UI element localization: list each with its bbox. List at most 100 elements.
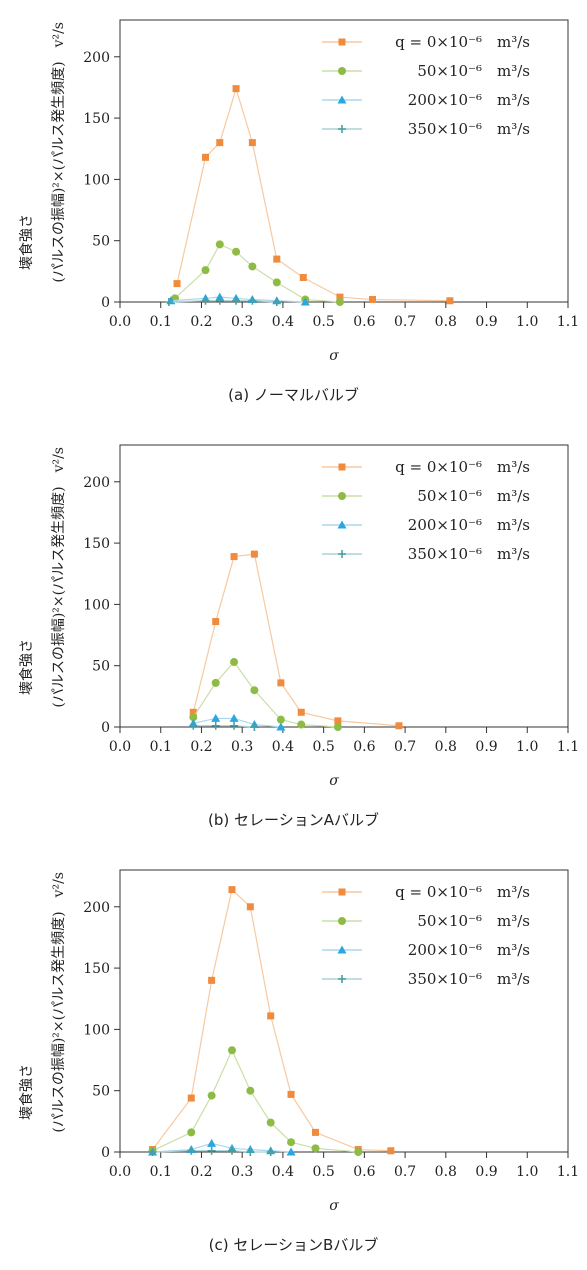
series-0 <box>149 886 395 1155</box>
series-line <box>174 243 340 303</box>
x-tick-label: 0.3 <box>231 739 253 755</box>
data-point <box>334 717 342 725</box>
legend-entry: 350×10⁻⁶ m³/s <box>408 545 530 563</box>
legend-entry: 350×10⁻⁶ m³/s <box>408 970 530 988</box>
data-point <box>311 1144 320 1153</box>
legend-marker <box>338 463 346 471</box>
legend-entry: 200×10⁻⁶ m³/s <box>408 941 530 959</box>
legend-entry: q = 0×10⁻⁶ m³/s <box>395 883 530 901</box>
x-tick-label: 0.1 <box>150 1164 172 1180</box>
series-0 <box>189 550 403 730</box>
data-point <box>215 292 225 301</box>
x-tick-label: 0.0 <box>109 1164 131 1180</box>
y-tick-label: 200 <box>83 50 110 66</box>
data-point <box>395 722 403 730</box>
data-point <box>207 1091 216 1100</box>
legend-marker <box>338 67 346 75</box>
data-point <box>272 298 281 306</box>
data-point <box>189 713 198 722</box>
y-tick-label: 200 <box>83 475 110 491</box>
data-point <box>272 278 281 287</box>
data-point <box>336 293 344 301</box>
data-point <box>230 658 239 667</box>
data-point <box>232 296 241 305</box>
legend-entry: 50×10⁻⁶ m³/s <box>417 62 530 80</box>
data-point <box>387 1147 395 1155</box>
series-line <box>168 300 277 303</box>
data-point <box>229 713 239 722</box>
data-point <box>215 240 224 249</box>
chart-a-svg: 0 50 100 150 200 0.0 0.1 0.2 0.3 0.4 0.5 0.6 0.7 0.8 0… <box>18 19 579 364</box>
y-tick-label: 150 <box>83 961 110 977</box>
x-tick-label: 0.5 <box>313 314 335 330</box>
x-axis-label: σ <box>329 1198 339 1214</box>
y-tick-label: 100 <box>83 597 110 613</box>
legend-marker <box>338 888 346 896</box>
series-line <box>192 553 400 727</box>
legend-entry: 50×10⁻⁶ m³/s <box>417 912 530 930</box>
data-point <box>250 550 258 558</box>
data-point <box>173 280 181 288</box>
chart-panel-b: 0 50 100 150 200 0.0 0.1 0.2 0.3 0.4 0.5 0.6 0.7 0.8 0… <box>0 425 587 845</box>
x-tick-label: 0.3 <box>231 1164 253 1180</box>
data-point <box>211 678 220 687</box>
series-line <box>176 86 450 302</box>
data-point <box>250 723 259 731</box>
x-tick-label: 0.6 <box>353 314 375 330</box>
series-2 <box>188 713 286 731</box>
data-point <box>228 1146 236 1155</box>
x-tick-label: 1.1 <box>557 314 579 330</box>
y-tick-label: 200 <box>83 900 110 916</box>
chart-c-svg: 0 50 100 150 200 0.0 0.1 0.2 0.3 0.4 0.5 0.6 0.7 0.8 0… <box>18 869 579 1214</box>
chart-b-svg: 0 50 100 150 200 0.0 0.1 0.2 0.3 0.4 0.5 0.6 0.7 0.8 0… <box>18 444 579 789</box>
data-point <box>287 1090 295 1098</box>
data-point <box>187 1128 196 1137</box>
y-tick-label: 50 <box>92 1084 110 1100</box>
y-tick-label: 100 <box>83 172 110 188</box>
data-point <box>230 553 238 561</box>
x-axis-label: σ <box>329 773 339 789</box>
x-tick-label: 0.2 <box>190 314 212 330</box>
series-0 <box>173 85 454 305</box>
series-3 <box>148 1146 275 1156</box>
series-1 <box>170 240 344 306</box>
x-tick-label: 0.1 <box>150 314 172 330</box>
y-axis-label-2: (パルスの振幅)²×(パルス発生頻度) v²/s <box>51 447 67 708</box>
legend-entry: q = 0×10⁻⁶ m³/s <box>395 458 530 476</box>
x-tick-label: 1.0 <box>516 314 538 330</box>
legend-marker <box>338 125 346 133</box>
y-tick-label: 150 <box>83 111 110 127</box>
x-tick-label: 0.6 <box>353 739 375 755</box>
data-point <box>266 1148 275 1156</box>
data-point <box>287 1138 296 1147</box>
data-point <box>248 262 257 271</box>
y-axis-label: 壊食強さ <box>18 639 35 695</box>
x-tick-label: 0.3 <box>231 314 253 330</box>
legend-entry: q = 0×10⁻⁶ m³/s <box>395 33 530 51</box>
x-tick-label: 0.7 <box>394 314 416 330</box>
data-point <box>286 1147 296 1156</box>
y-tick-label: 0 <box>101 295 110 311</box>
data-point <box>189 708 197 716</box>
data-point <box>211 721 220 730</box>
data-point <box>277 679 285 687</box>
data-point <box>297 708 305 716</box>
legend-entry: 200×10⁻⁶ m³/s <box>408 516 530 534</box>
data-point <box>246 903 254 911</box>
data-point <box>232 85 240 93</box>
y-tick-label: 100 <box>83 1022 110 1038</box>
data-point <box>335 298 344 306</box>
data-point <box>246 1086 255 1095</box>
x-tick-label: 0.0 <box>109 314 131 330</box>
data-point <box>267 1012 275 1020</box>
x-tick-label: 1.0 <box>516 739 538 755</box>
x-tick-label: 0.0 <box>109 739 131 755</box>
data-point <box>211 713 221 722</box>
data-point <box>215 296 224 305</box>
legend-entry: 350×10⁻⁶ m³/s <box>408 120 530 138</box>
series-2 <box>148 1138 296 1156</box>
chart-c-caption: (c) セレーションBバルブ <box>208 1236 379 1254</box>
y-axis-label: 壊食強さ <box>18 1064 35 1120</box>
data-point <box>148 1148 157 1156</box>
x-tick-label: 0.2 <box>190 1164 212 1180</box>
